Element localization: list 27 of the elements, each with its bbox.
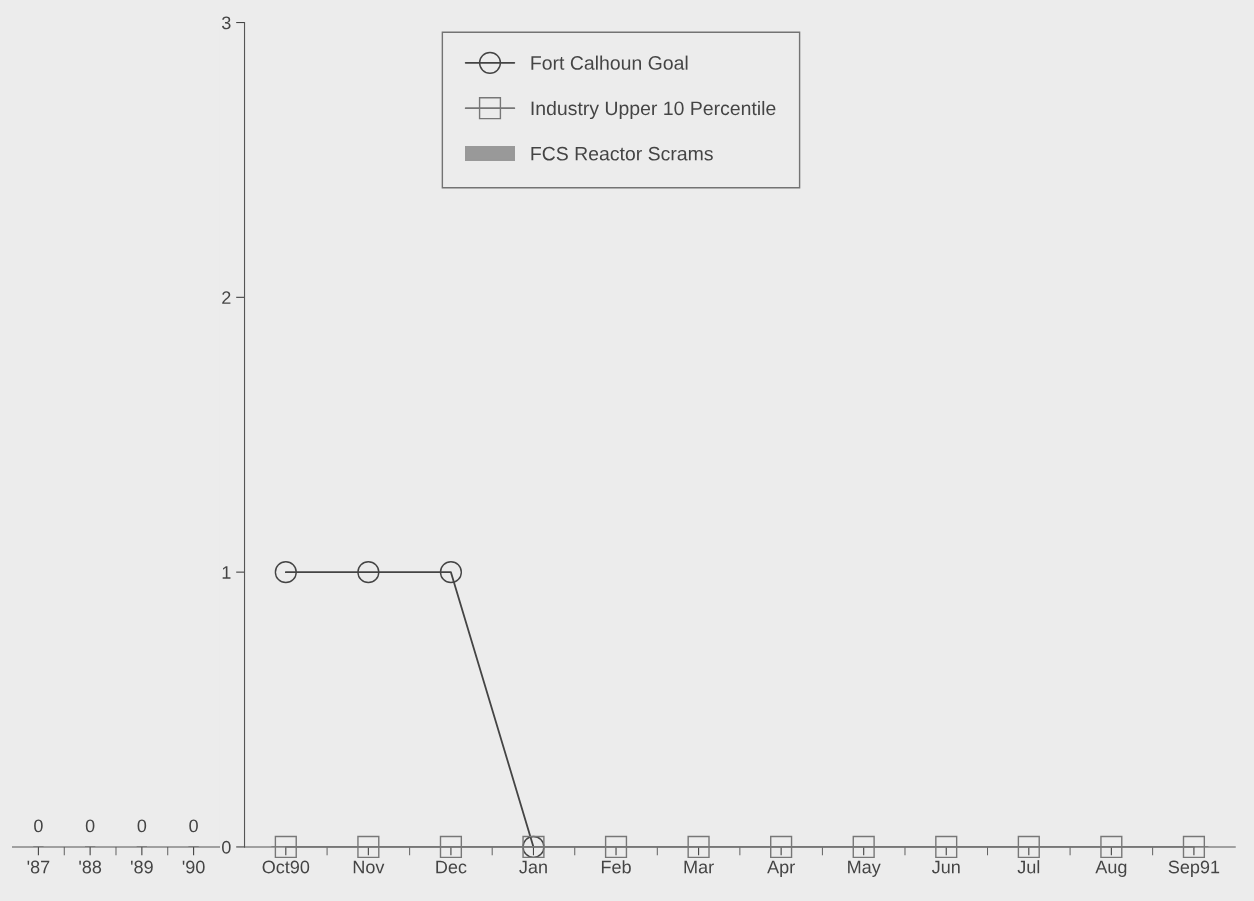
x-tick-label: '87: [27, 860, 50, 874]
x-tick-label: Mar: [684, 860, 714, 874]
x-tick-label: Jan: [519, 860, 547, 874]
x-tick-label: Jul: [1017, 860, 1040, 874]
x-tick-label: Apr: [767, 860, 795, 877]
x-tick-label: Oct90: [262, 860, 310, 874]
data-label: 0: [34, 819, 43, 833]
x-tick-label: Aug: [1095, 860, 1127, 877]
data-label: 0: [85, 819, 95, 833]
x-tick-label: '90: [182, 860, 205, 874]
x-tick-label: Sep91: [1168, 860, 1220, 877]
y-tick-label: 3: [221, 16, 231, 30]
y-tick-label: 1: [222, 566, 231, 579]
x-tick-label: Jun: [931, 860, 960, 874]
data-label: 0: [189, 819, 198, 833]
y-tick-label: 0: [222, 840, 231, 854]
x-tick-label: '89: [131, 860, 153, 874]
y-tick-label: 2: [222, 291, 231, 304]
x-tick-label: Nov: [353, 860, 385, 874]
legend-label: FCS Reactor Scrams: [531, 146, 713, 161]
data-label: 0: [137, 819, 147, 833]
legend-label: Fort Calhoun Goal: [531, 55, 688, 70]
legend-label: Industry Upper 10 Percentile: [531, 100, 776, 120]
x-tick-label: Feb: [601, 860, 631, 874]
x-tick-label: May: [848, 860, 881, 877]
x-tick-label: Dec: [436, 860, 467, 874]
x-tick-label: '88: [79, 860, 102, 874]
